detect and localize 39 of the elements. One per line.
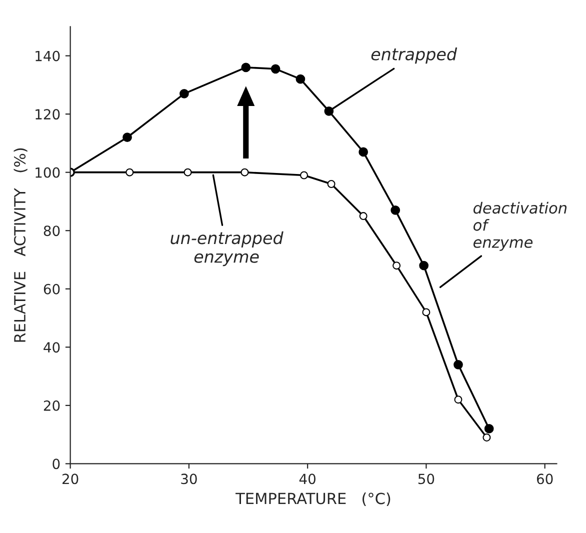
point <box>390 206 400 215</box>
y-tick-label: 140 <box>36 50 60 62</box>
point <box>241 62 251 72</box>
point <box>454 360 463 370</box>
point <box>327 180 336 188</box>
annotation: un-entrapped enzyme <box>170 231 284 266</box>
point <box>324 106 334 116</box>
point <box>454 396 462 404</box>
point <box>240 168 249 176</box>
x-tick-label: 50 <box>418 474 434 484</box>
y-tick-label: 60 <box>44 284 60 294</box>
point <box>180 88 189 98</box>
x-tick-label: 40 <box>299 474 316 484</box>
point <box>359 212 368 220</box>
point <box>422 308 430 316</box>
point <box>358 147 368 157</box>
y-tick-label: 40 <box>44 342 60 353</box>
point <box>484 424 494 434</box>
point <box>270 64 280 74</box>
point <box>392 262 401 270</box>
point <box>126 168 134 176</box>
y-tick-label: 80 <box>44 226 60 236</box>
y-tick-label: 120 <box>36 109 60 120</box>
point <box>122 132 132 142</box>
point <box>419 260 429 270</box>
x-tick-label: 30 <box>181 474 197 484</box>
x-axis-title: TEMPERATURE (°C) <box>236 492 390 506</box>
point <box>300 171 308 180</box>
annotation: entrapped <box>371 48 458 64</box>
y-tick-label: 100 <box>36 167 60 178</box>
point <box>184 168 192 176</box>
annotation: deactivation of enzyme <box>473 202 567 251</box>
point <box>482 433 491 442</box>
y-tick-label: 20 <box>44 400 60 411</box>
y-axis-title: RELATIVE ACTIVITY (%) <box>14 148 28 342</box>
x-tick-label: 20 <box>62 474 78 484</box>
point <box>296 74 306 84</box>
x-tick-label: 60 <box>536 474 553 484</box>
y-tick-label: 0 <box>52 458 60 470</box>
